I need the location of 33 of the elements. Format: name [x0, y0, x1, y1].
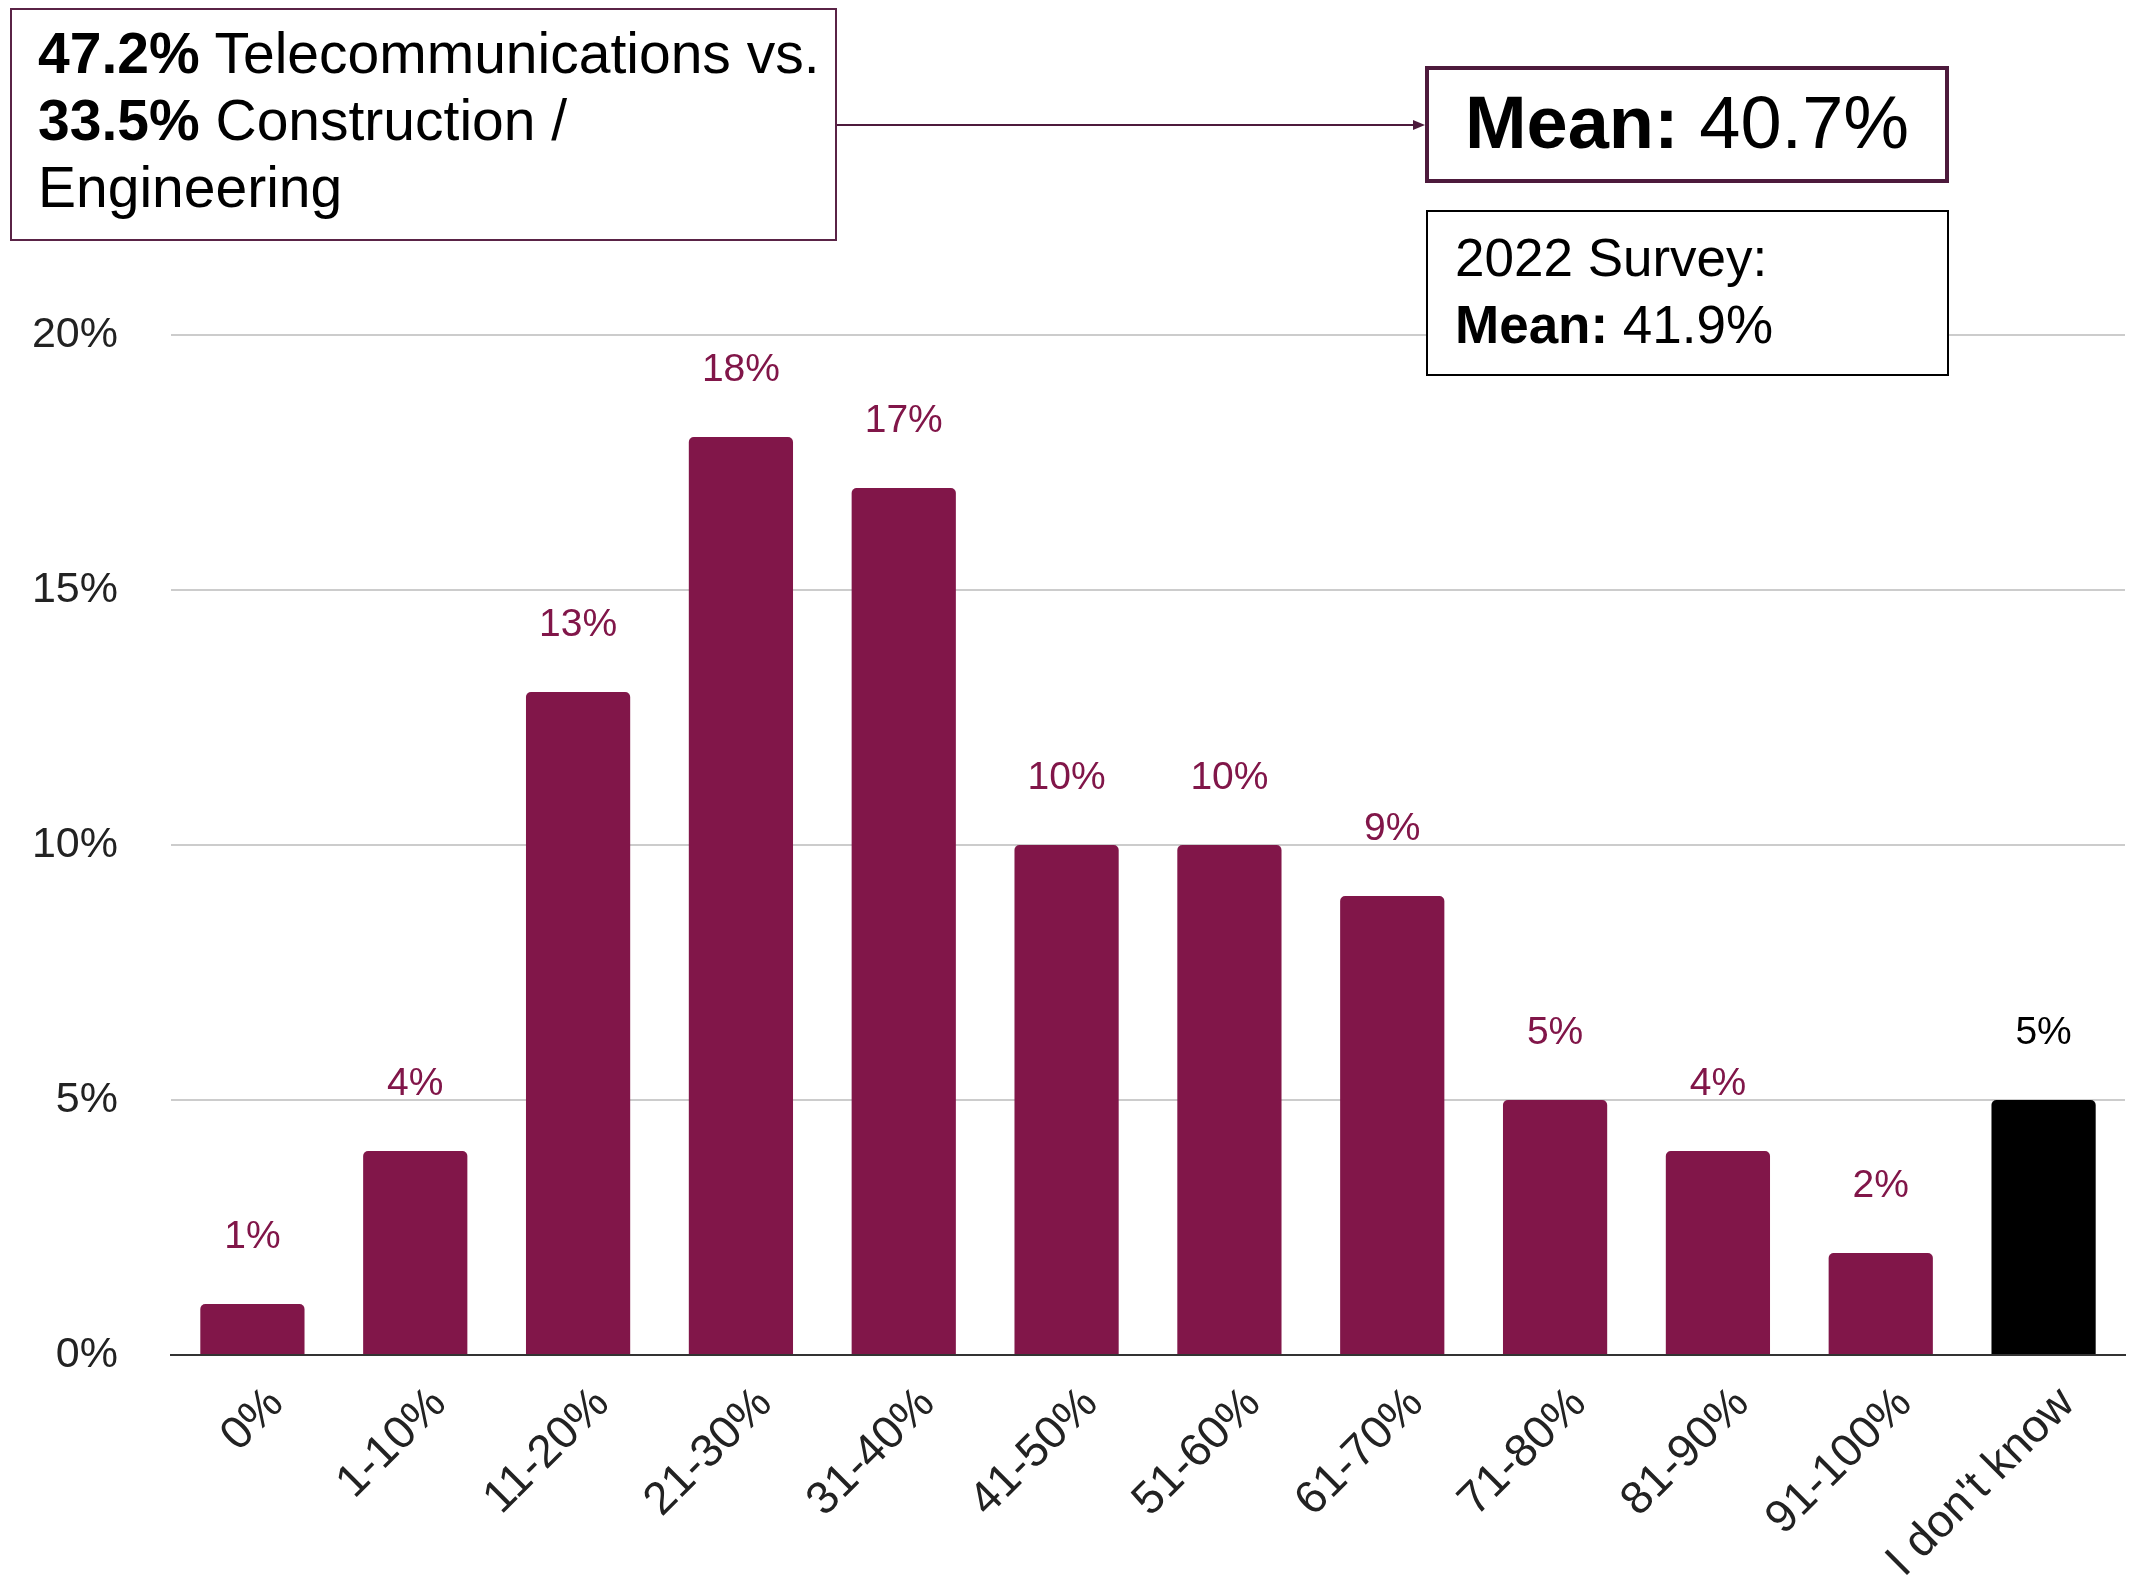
y-tick-label: 5% [55, 1072, 118, 1121]
bar [851, 488, 956, 1354]
bar [1340, 896, 1445, 1354]
data-label: 5% [1526, 1009, 1584, 1052]
bar [1014, 845, 1119, 1354]
bar [525, 692, 631, 1354]
y-tick-label: 0% [55, 1327, 118, 1376]
bar [1177, 845, 1282, 1354]
data-label: 4% [1689, 1060, 1747, 1103]
data-label: 9% [1364, 805, 1421, 848]
y-tick-label: 15% [31, 562, 118, 611]
data-label: 17% [864, 397, 943, 440]
annotation: 2022 Survey: Mean: 41.9% [1455, 227, 1774, 356]
bar [688, 437, 794, 1354]
data-label: 4% [387, 1060, 444, 1103]
bar [363, 1151, 468, 1354]
bar [1828, 1253, 1933, 1354]
bar [1665, 1151, 1771, 1354]
x-tick-label: 0% [208, 1375, 293, 1460]
bar [1991, 1100, 2096, 1354]
bar [1502, 1100, 1608, 1354]
text: Mean: 40.7% [1464, 80, 1910, 165]
data-label: 18% [701, 346, 780, 389]
data-label: 5% [2015, 1009, 2072, 1052]
data-label: 1% [224, 1213, 281, 1256]
data-label: 10% [1190, 754, 1269, 797]
data-label: 13% [539, 601, 618, 644]
data-label: 10% [1027, 754, 1106, 797]
data-label: 2% [1852, 1162, 1909, 1205]
y-tick-label: 10% [31, 817, 118, 866]
bar [200, 1304, 305, 1354]
y-tick-label: 20% [31, 307, 118, 356]
text: 47.2% Telecommunications vs. 33.5% Construction / Engineering [38, 20, 821, 221]
